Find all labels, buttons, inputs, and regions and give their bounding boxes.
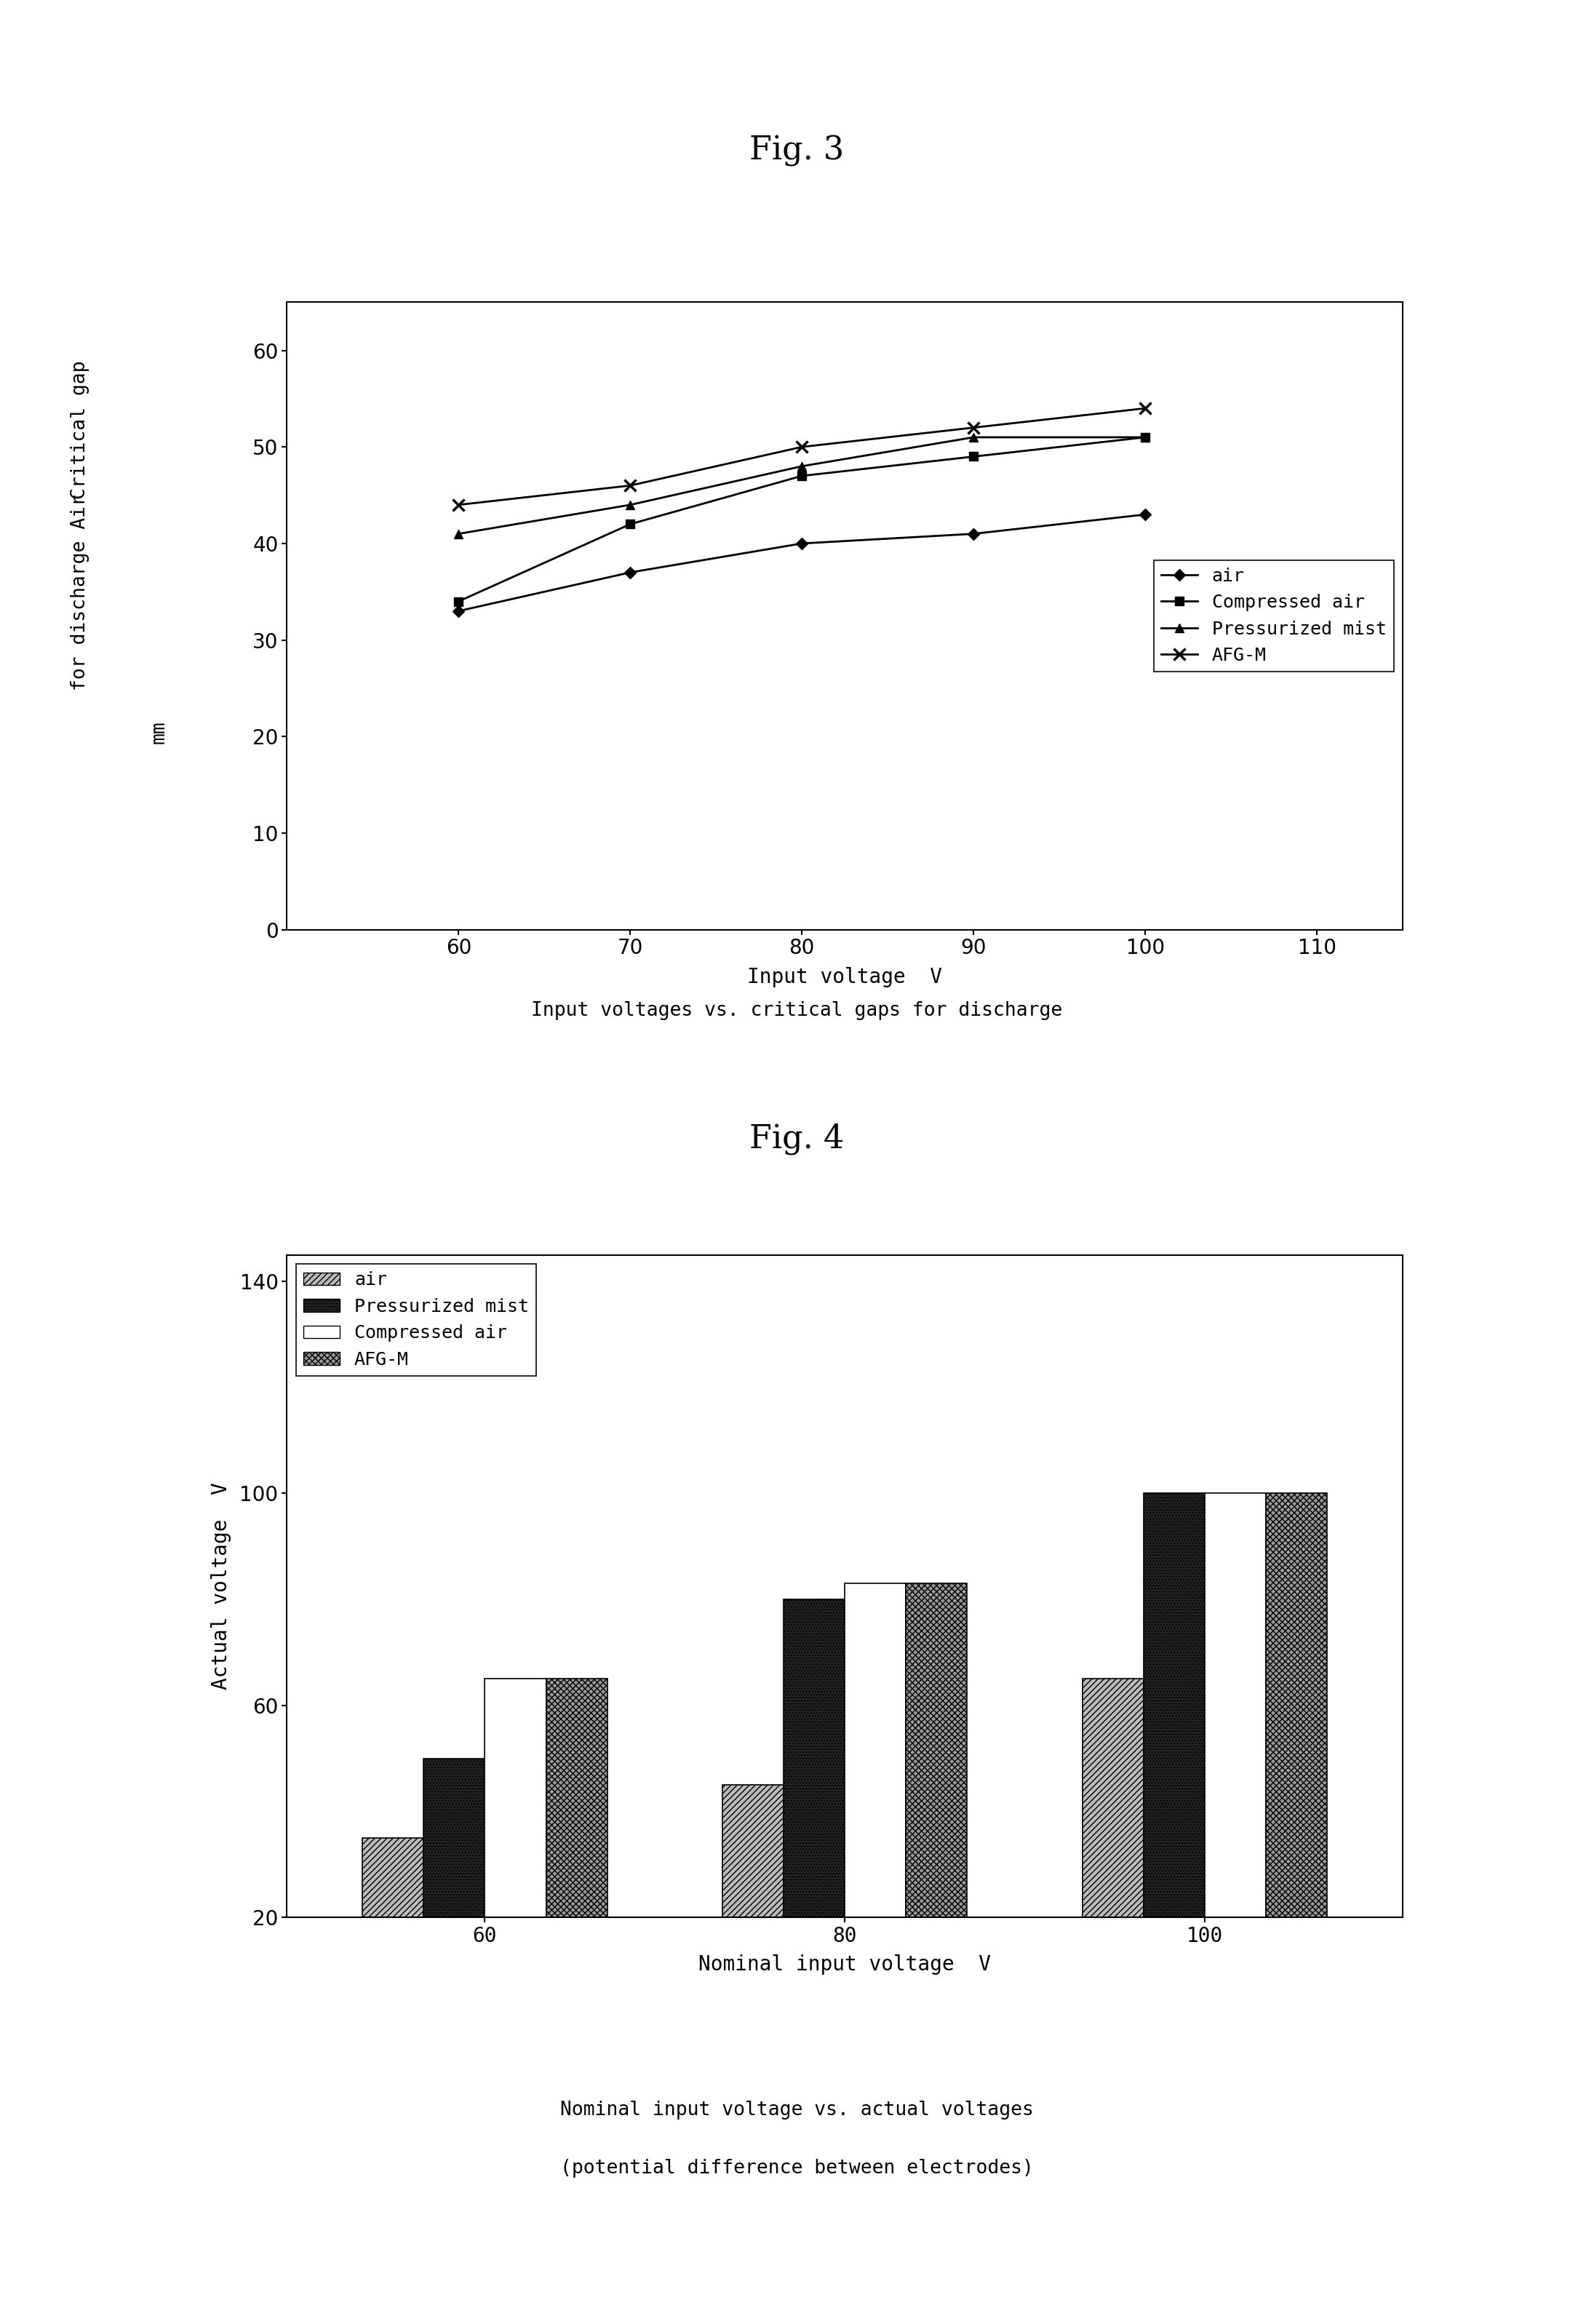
Text: Input voltages vs. critical gaps for discharge: Input voltages vs. critical gaps for dis…	[531, 1002, 1063, 1020]
Bar	[424, 1759, 485, 1917]
Bar	[1082, 1678, 1143, 1917]
Legend: air, Compressed air, Pressurized mist, AFG-M: air, Compressed air, Pressurized mist, A…	[1154, 560, 1393, 672]
Bar	[845, 1583, 905, 1917]
Text: Critical gap: Critical gap	[70, 360, 89, 500]
AFG-M	[1135, 395, 1154, 423]
Bar	[722, 1785, 784, 1917]
Bar	[547, 1678, 607, 1917]
AFG-M	[792, 432, 811, 460]
Compressed air	[450, 588, 469, 616]
Line: Compressed air: Compressed air	[454, 432, 1149, 607]
Text: Fig. 3: Fig. 3	[749, 135, 845, 167]
Text: Nominal input voltage vs. actual voltages: Nominal input voltage vs. actual voltage…	[559, 2101, 1035, 2119]
Pressurized mist	[450, 521, 469, 548]
Pressurized mist	[792, 453, 811, 481]
Bar	[1266, 1494, 1328, 1917]
X-axis label: Nominal input voltage  V: Nominal input voltage V	[698, 1954, 991, 1975]
X-axis label: Input voltage  V: Input voltage V	[748, 967, 942, 988]
air	[792, 530, 811, 558]
Compressed air	[620, 511, 639, 539]
air	[1135, 500, 1154, 528]
Bar	[1143, 1494, 1205, 1917]
AFG-M	[620, 472, 639, 500]
Bar	[784, 1599, 845, 1917]
air	[450, 597, 469, 625]
Compressed air	[792, 462, 811, 490]
Text: Fig. 4: Fig. 4	[749, 1122, 845, 1155]
Line: AFG-M: AFG-M	[453, 402, 1151, 511]
Line: Pressurized mist: Pressurized mist	[454, 432, 1149, 539]
Compressed air	[964, 442, 983, 469]
Bar	[905, 1583, 968, 1917]
Text: mm: mm	[150, 720, 169, 744]
air	[620, 558, 639, 586]
Pressurized mist	[620, 490, 639, 518]
Text: for discharge Air: for discharge Air	[70, 495, 89, 690]
Pressurized mist	[964, 423, 983, 451]
Pressurized mist	[1135, 423, 1154, 451]
Bar	[485, 1678, 547, 1917]
Y-axis label: Actual voltage  V: Actual voltage V	[212, 1483, 231, 1690]
air	[964, 521, 983, 548]
Legend: air, Pressurized mist, Compressed air, AFG-M: air, Pressurized mist, Compressed air, A…	[296, 1264, 536, 1376]
AFG-M	[450, 490, 469, 518]
AFG-M	[964, 414, 983, 442]
Bar	[1205, 1494, 1266, 1917]
Line: air: air	[454, 511, 1149, 616]
Bar	[362, 1838, 424, 1917]
Text: (potential difference between electrodes): (potential difference between electrodes…	[559, 2159, 1035, 2178]
Compressed air	[1135, 423, 1154, 451]
